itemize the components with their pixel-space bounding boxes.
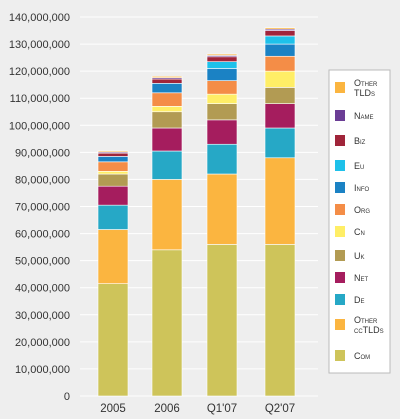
bar-segment xyxy=(206,103,238,121)
y-tick-label: 100,000,000 xyxy=(9,120,70,132)
legend-swatch xyxy=(335,110,345,121)
y-tick-label: 30,000,000 xyxy=(15,310,70,322)
legend-label: Other ccTLDs xyxy=(354,315,384,335)
y-tick-label: 50,000,000 xyxy=(15,256,70,268)
bar-segment xyxy=(151,127,183,152)
legend-label: Info xyxy=(354,183,369,193)
legend-swatch xyxy=(335,226,345,237)
bar-stack xyxy=(151,75,183,397)
bar-segment xyxy=(151,179,183,251)
legend-swatch xyxy=(335,250,345,261)
bar-segment xyxy=(264,244,296,397)
bar-segment xyxy=(206,68,238,81)
y-tick-label: 20,000,000 xyxy=(15,337,70,349)
bar-segment xyxy=(97,171,129,175)
legend-swatch xyxy=(335,272,345,283)
legend-label: Org xyxy=(354,205,370,215)
legend-label: Name xyxy=(354,111,374,121)
legend-swatch xyxy=(335,82,345,93)
legend-label: De xyxy=(354,295,365,305)
bar-segment xyxy=(151,150,183,180)
bar-segment xyxy=(97,173,129,187)
bar-segment xyxy=(264,43,296,57)
bar-segment xyxy=(206,173,238,245)
legend-swatch xyxy=(335,182,345,193)
bar-segment xyxy=(151,106,183,113)
legend-swatch xyxy=(335,350,345,361)
y-tick-label: 120,000,000 xyxy=(9,66,70,78)
legend-label: Biz xyxy=(354,136,366,146)
y-tick-label: 130,000,000 xyxy=(9,39,70,51)
x-axis-category-labels: 2005 2006 Q1'07 Q2'07 xyxy=(100,403,295,415)
bar-segment xyxy=(264,127,296,159)
y-tick-label: 40,000,000 xyxy=(15,283,70,295)
bar-segment xyxy=(264,70,296,88)
legend-swatch xyxy=(335,204,345,215)
bars xyxy=(97,27,296,397)
bar-segment xyxy=(151,83,183,94)
legend-label: Com xyxy=(354,351,370,361)
bar-segment xyxy=(206,56,238,62)
bar-segment xyxy=(97,156,129,163)
bar-stack xyxy=(264,27,296,397)
bar-segment xyxy=(264,103,296,129)
y-tick-label: 60,000,000 xyxy=(15,229,70,241)
legend-swatch xyxy=(335,319,345,330)
y-tick-label: 90,000,000 xyxy=(15,147,70,159)
y-tick-label: 70,000,000 xyxy=(15,202,70,214)
bar-segment xyxy=(97,150,129,153)
bar-segment xyxy=(206,61,238,69)
bar-segment xyxy=(97,161,129,172)
y-tick-label: 110,000,000 xyxy=(10,93,70,105)
bar-segment xyxy=(97,204,129,230)
y-tick-label: 80,000,000 xyxy=(15,174,70,186)
legend-swatch xyxy=(335,160,345,171)
bar-segment xyxy=(151,75,183,78)
bar-stack xyxy=(97,150,129,397)
x-category-label: Q2'07 xyxy=(265,403,295,415)
legend-label: Net xyxy=(354,273,369,283)
y-tick-label: 10,000,000 xyxy=(15,364,70,376)
bar-segment xyxy=(151,249,183,397)
bar-segment xyxy=(151,78,183,84)
bar-segment xyxy=(206,119,238,145)
legend-label: Uk xyxy=(354,251,365,261)
bar-segment xyxy=(264,55,296,72)
bar-segment xyxy=(206,93,238,104)
bar-segment xyxy=(97,185,129,206)
bar-segment xyxy=(264,27,296,30)
y-tick-label: 140,000,000 xyxy=(9,12,70,24)
bar-stack xyxy=(206,53,238,397)
legend-label: Eu xyxy=(354,161,364,171)
y-axis-tick-labels: 0 10,000,000 20,000,000 30,000,000 40,000,00… xyxy=(9,12,70,403)
bar-segment xyxy=(97,229,129,284)
bar-segment xyxy=(97,152,129,157)
bar-segment xyxy=(206,80,238,95)
legend-label: Other TLDs xyxy=(354,78,378,98)
x-category-label: Q1'07 xyxy=(207,403,237,415)
legend: Other TLDs Name Biz Eu Info Org Cn Uk Net De Other c… xyxy=(328,69,391,374)
legend-swatch xyxy=(335,294,345,305)
bar-segment xyxy=(151,92,183,107)
bar-segment xyxy=(151,111,183,129)
bar-segment xyxy=(206,143,238,175)
legend-label: Cn xyxy=(354,227,365,237)
bar-segment xyxy=(264,30,296,37)
legend-swatch xyxy=(335,135,345,146)
x-category-label: 2006 xyxy=(154,403,180,415)
x-category-label: 2005 xyxy=(100,403,126,415)
bar-segment xyxy=(97,283,129,397)
bar-segment xyxy=(206,244,238,397)
bar-segment xyxy=(206,53,238,56)
y-tick-label: 0 xyxy=(64,391,70,403)
bar-segment xyxy=(264,87,296,104)
bar-segment xyxy=(264,35,296,45)
bar-segment xyxy=(264,157,296,245)
